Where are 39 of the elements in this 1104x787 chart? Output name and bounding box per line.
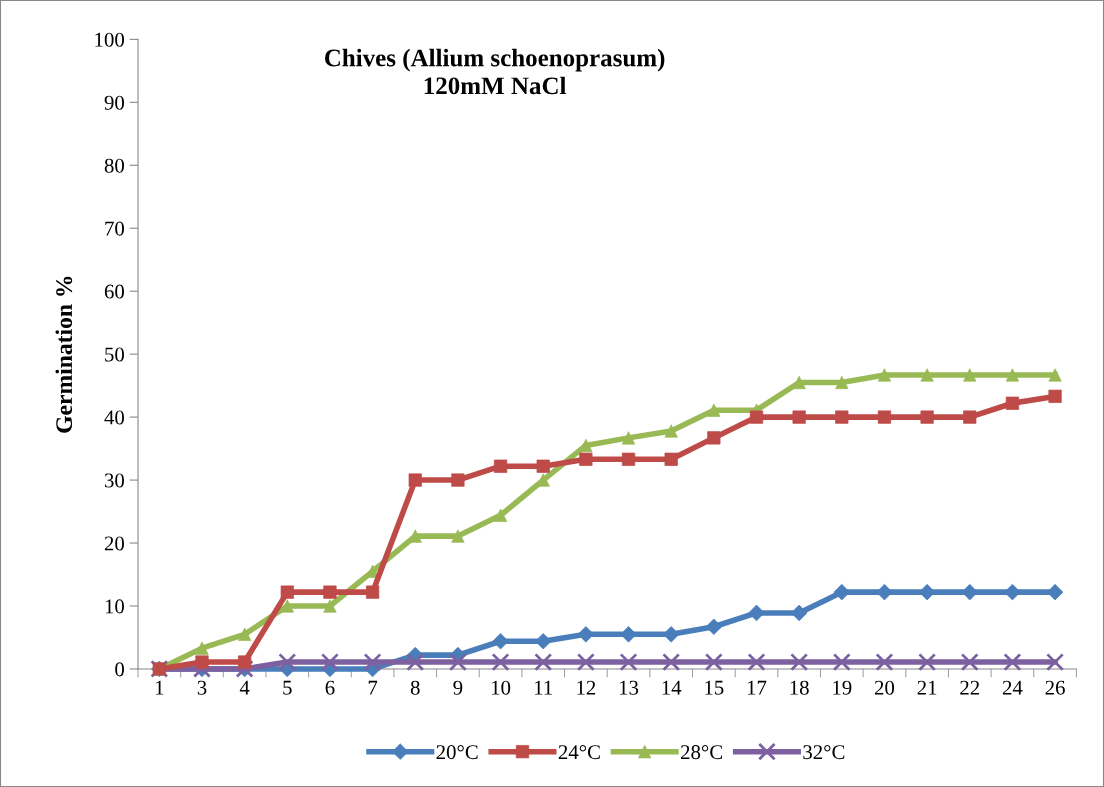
legend-label: 28°C	[681, 745, 723, 760]
y-tick-label: 40	[104, 410, 125, 425]
x-tick-label: 15	[705, 680, 724, 695]
x-tick-label: 9	[453, 680, 463, 695]
x-tick-label: 22	[960, 680, 980, 695]
legend-label: 32°C	[803, 745, 845, 760]
x-tick-label: 8	[410, 680, 420, 695]
x-tick-label: 3	[197, 680, 207, 695]
x-tick-label: 6	[325, 680, 335, 695]
y-tick-label: 100	[95, 32, 125, 47]
x-tick-label: 12	[577, 680, 596, 695]
x-tick-label: 21	[917, 680, 937, 695]
x-tick-label: 14	[662, 680, 682, 695]
x-tick-label: 20	[874, 680, 895, 695]
x-tick-label: 1	[155, 680, 164, 695]
x-tick-label: 24	[1002, 680, 1023, 695]
y-axis-title: Germination %	[55, 276, 73, 433]
y-tick-label: 10	[105, 599, 125, 614]
x-tick-label: 19	[833, 680, 852, 695]
x-tick-label: 18	[790, 680, 809, 695]
x-tick-label: 11	[535, 680, 552, 695]
y-tick-label: 90	[104, 95, 125, 110]
legend-label: 20°C	[436, 745, 478, 760]
x-tick-label: 5	[283, 680, 292, 695]
x-tick-label: 7	[368, 680, 378, 695]
text: Chives (Allium schoenoprasum) 120mM NaCl	[324, 48, 665, 95]
x-tick-label: 26	[1045, 680, 1065, 695]
y-tick-label: 20	[104, 536, 125, 551]
legend-label: 24°C	[558, 745, 600, 760]
x-tick-label: 17	[747, 680, 767, 695]
y-tick-label: 80	[104, 158, 125, 173]
y-tick-label: 0	[115, 662, 125, 677]
y-tick-label: 30	[104, 473, 125, 488]
x-tick-label: 4	[239, 680, 250, 695]
y-tick-label: 50	[105, 347, 125, 362]
x-tick-label: 13	[619, 680, 639, 695]
x-tick-label: 10	[491, 680, 511, 695]
y-tick-label: 60	[104, 284, 125, 299]
y-tick-label: 70	[105, 221, 125, 236]
